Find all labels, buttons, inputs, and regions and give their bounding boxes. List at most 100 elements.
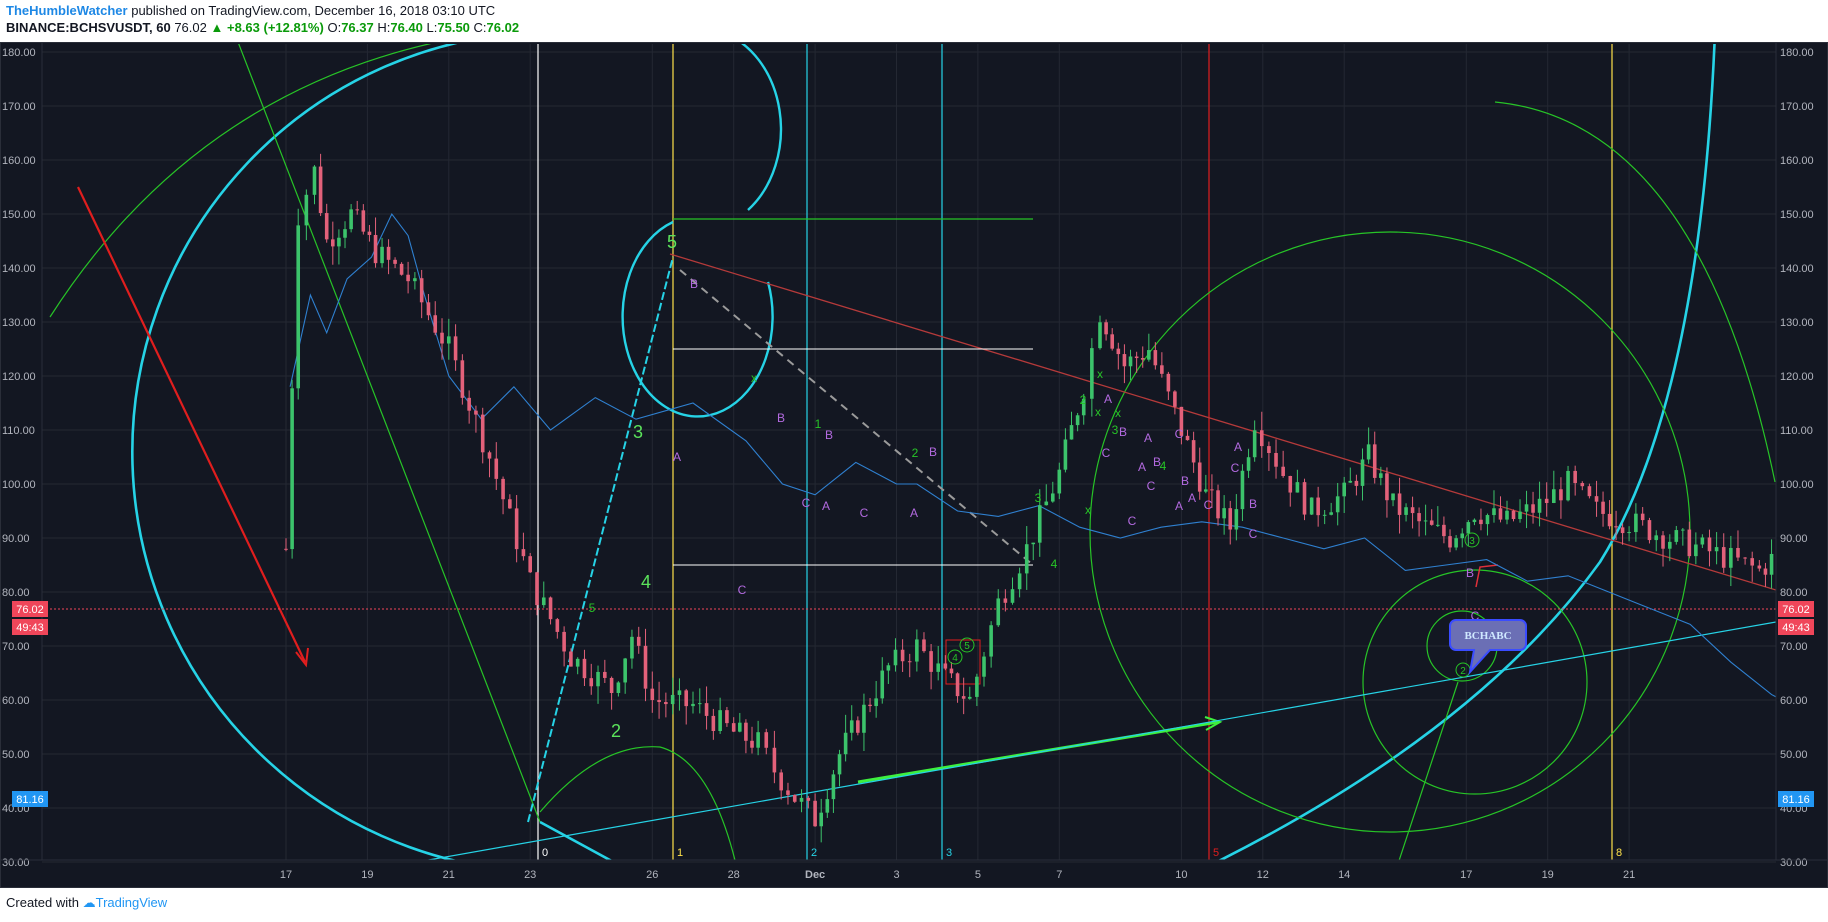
wave-label-green: 1 [815,417,822,431]
candle-body [480,414,485,453]
candle-body [691,703,695,707]
candle-body [596,671,600,687]
candle-body [1410,507,1415,514]
candle-body [1423,520,1428,522]
candle-body [1010,589,1015,603]
candle-body [1544,498,1549,503]
overlay-badge-right-bg [1778,791,1814,807]
candle-body [521,549,526,557]
x-tick: Dec [805,869,825,881]
y-tick-left: 70.00 [2,641,30,653]
y-tick-left: 90.00 [2,533,30,545]
candle-body [1110,334,1115,349]
candle-body [1044,501,1049,506]
candle-body [1160,365,1164,374]
wave-label-green: x [751,371,757,385]
candle-body [1707,537,1712,552]
candle-body [1607,513,1612,527]
candles [284,153,1776,843]
y-tick-right: 90.00 [1780,533,1808,545]
countdown-badge-left: 49:43 [16,622,44,634]
candle-body [548,597,553,620]
candle-body [1204,489,1208,492]
candle-body [1252,430,1257,458]
candle-body [1620,527,1625,534]
candle-body [1288,475,1293,493]
wave-label-green: 2 [912,446,919,460]
candle-body [494,458,499,479]
candle-body [1769,553,1774,575]
candle-body [1448,536,1452,548]
candle-body [1721,547,1726,568]
circled-label-ring [947,649,963,665]
y-tick-left: 160.00 [2,155,36,167]
created-with-text: Created with [6,895,79,910]
publish-text: published on TradingView.com, December 1… [131,3,496,18]
candle-body [1081,398,1086,416]
candle-body [813,800,817,827]
symbol-name: BINANCE:BCHSVUSDT, 60 [6,20,171,35]
countdown-badge-right-bg [1778,619,1814,635]
y-tick-left: 180.00 [2,47,36,59]
open-value: 76.37 [341,20,374,35]
candle-body [831,774,836,800]
candle-body [1166,373,1171,392]
candle-body [535,572,539,606]
candle-body [1614,526,1618,528]
author-link[interactable]: TheHumbleWatcher [6,3,128,18]
candle-body [1342,482,1346,497]
candle-body [1460,533,1465,539]
candle-body [304,194,309,226]
candle-body [1274,453,1278,467]
wave-label-green: 3 [1112,423,1119,437]
candle-body [399,263,404,275]
cycle-label: 1 [677,847,683,859]
y-tick-left: 100.00 [2,479,36,491]
tradingview-logo-icon[interactable]: ☁ [82,895,96,910]
candle-body [1316,497,1320,516]
candle-body [324,213,329,240]
tradingview-brand[interactable]: TradingView [95,895,168,910]
y-tick-right: 110.00 [1780,425,1813,437]
grey-dashed-line [679,269,1034,566]
candle-body [380,246,384,264]
candle-body [1580,483,1585,487]
candle-body [609,677,614,693]
x-tick: 5 [975,869,981,881]
candle-body [386,246,391,260]
y-tick-right: 30.00 [1780,857,1808,869]
x-tick: 7 [1056,869,1062,881]
candle-body [943,663,948,669]
candle-body [718,710,722,732]
candle-body [1743,557,1747,559]
y-tick-left: 120.00 [2,371,36,383]
candle-body [1128,356,1133,367]
candle-body [704,703,709,716]
publish-info: TheHumbleWatcher published on TradingVie… [6,3,495,19]
x-tick: 3 [893,869,899,881]
countdown-badge-right: 49:43 [1782,622,1810,634]
wave-label-purple: B [1119,425,1127,439]
candle-body [1694,544,1698,557]
candle-body [1267,446,1271,454]
candle-body [1210,489,1214,491]
candle-body [1397,493,1402,515]
last-price: 76.02 [174,20,207,35]
y-tick-left: 30.00 [2,857,30,869]
wave-label-purple: C [1147,479,1156,493]
candle-body [1714,547,1719,552]
wave-number-large: 2 [611,721,621,741]
green-circle-small [1362,569,1588,795]
candle-body [1518,511,1522,520]
cyan-wave-line [527,256,674,823]
candle-body [1360,459,1365,486]
y-tick-left: 130.00 [2,317,36,329]
candle-body [1372,444,1377,478]
candle-body [1634,513,1638,533]
candle-body [528,556,532,573]
green-trend-up [1398,681,1459,860]
symbol-info: BINANCE:BCHSVUSDT, 60 76.02 ▲ +8.63 (+12… [6,20,519,36]
candle-body [684,690,689,707]
candle-body [318,166,323,214]
